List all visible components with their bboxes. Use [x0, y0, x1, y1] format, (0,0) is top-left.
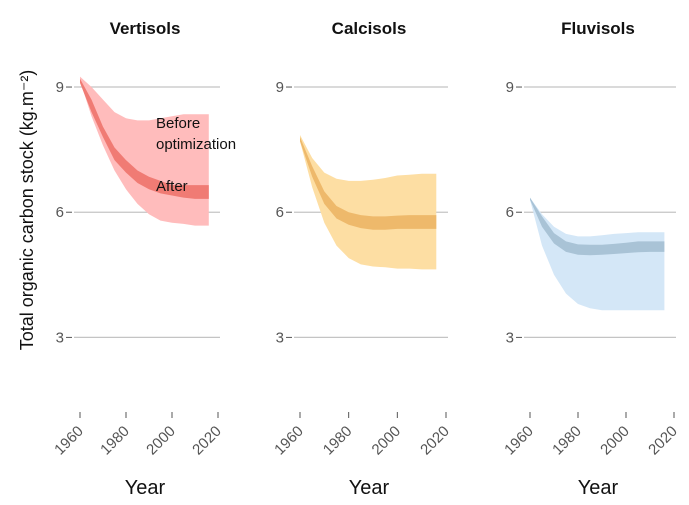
annotation-after: After: [156, 178, 188, 195]
y-tick-label: 6: [276, 204, 284, 221]
x-tick-label: 1960: [51, 423, 87, 459]
x-axis-label: Year: [578, 477, 619, 499]
y-tick-label: 6: [506, 204, 514, 221]
y-tick-label: 3: [56, 329, 64, 346]
panel-title: Fluvisols: [561, 19, 635, 38]
x-tick-label: 2020: [417, 423, 453, 459]
annotation-before-optimization: optimization: [156, 136, 236, 153]
x-tick-label: 1960: [271, 423, 307, 459]
panel-title: Calcisols: [332, 19, 407, 38]
annotation-before-optimization: Before: [156, 115, 200, 132]
x-tick-label: 1960: [501, 423, 537, 459]
y-tick-label: 6: [56, 204, 64, 221]
x-axis-label: Year: [125, 477, 166, 499]
band-after-optimization: [80, 78, 209, 199]
panel-title: Vertisols: [110, 19, 181, 38]
x-tick-label: 1980: [549, 423, 585, 459]
panel-fluvisols: Fluvisols 3 6 9 1960 1980 2000 2020 Year: [501, 19, 681, 499]
x-tick-label: 2020: [189, 423, 225, 459]
band-after-optimization: [300, 137, 437, 230]
annotations: Before optimization After: [156, 115, 236, 195]
x-tick-label: 1980: [320, 423, 356, 459]
panel-vertisols: Vertisols 3 6 9 1960 1980 2000 2020 Year: [51, 19, 225, 499]
band-after-optimization: [530, 197, 665, 256]
y-axis-label: Total organic carbon stock (kg.m⁻²): [17, 70, 37, 351]
x-tick-label: 2000: [597, 423, 633, 459]
y-tick-label: 3: [276, 329, 284, 346]
x-tick-label: 2000: [369, 423, 405, 459]
y-tick-label: 9: [276, 79, 284, 96]
x-tick-label: 1980: [97, 423, 133, 459]
x-axis-label: Year: [349, 477, 390, 499]
x-tick-label: 2000: [143, 423, 179, 459]
y-tick-label: 9: [56, 79, 64, 96]
y-tick-label: 3: [506, 329, 514, 346]
band-before-optimization: [300, 135, 437, 270]
y-tick-label: 9: [506, 79, 514, 96]
panel-calcisols: Calcisols 3 6 9 1960 1980 2000 2020 Year: [271, 19, 453, 499]
x-tick-label: 2020: [645, 423, 681, 459]
